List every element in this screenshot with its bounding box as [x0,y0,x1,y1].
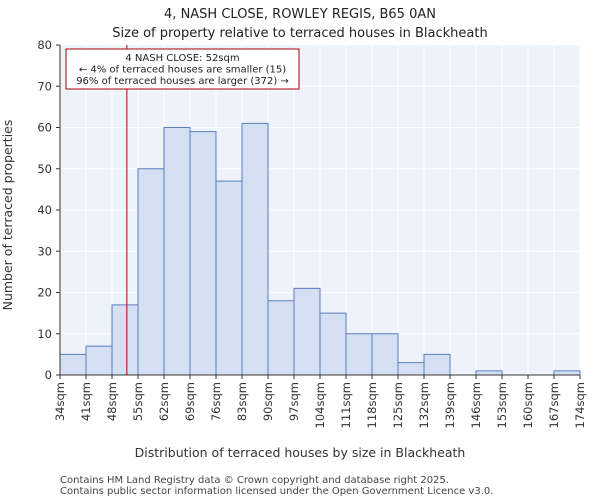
x-tick-label: 125sqm [391,382,405,428]
x-tick-label: 111sqm [339,382,353,428]
histogram-bar [293,287,321,376]
x-axis-label: Distribution of terraced houses by size … [135,445,466,460]
annotation-border [65,48,300,90]
y-tick-label: 80 [37,38,52,52]
histogram-bar [371,333,399,376]
annotation-box: 4 NASH CLOSE: 52sqm ← 4% of terraced hou… [65,48,300,90]
x-tick-label: 76sqm [209,382,223,421]
x-tick-label: 153sqm [495,382,509,428]
annotation-line-property: 4 NASH CLOSE: 52sqm [125,53,239,64]
y-tick-label: 60 [37,121,52,135]
histogram-bar [111,304,139,376]
chart-subtitle: Size of property relative to terraced ho… [112,26,487,41]
histogram-bar [59,353,87,376]
histogram-bar [189,131,217,376]
histogram-bar [137,168,165,376]
x-tick-label: 146sqm [469,382,483,428]
x-tick-label: 104sqm [313,382,327,428]
histogram-bar [215,180,243,376]
x-tick-label: 132sqm [417,382,431,428]
x-tick-label: 34sqm [53,382,67,421]
histogram-bar [345,333,373,376]
axes [56,44,581,379]
histogram-bar [319,312,347,376]
x-tick-label: 97sqm [287,382,301,421]
histogram-bar [241,122,269,376]
y-tick-label: 10 [37,327,52,341]
histogram-bar [475,370,503,376]
y-tick-label: 0 [45,368,52,382]
x-tick-label: 48sqm [105,382,119,421]
x-tick-label: 62sqm [157,382,171,421]
y-tick-label: 70 [37,79,52,93]
x-tick-label: 167sqm [547,382,561,428]
histogram-bar [163,127,191,376]
y-tick-label: 30 [37,244,52,258]
x-tick-label: 174sqm [573,382,587,428]
chart-title: 4, NASH CLOSE, ROWLEY REGIS, B65 0AN [164,7,436,22]
footer-line-1: Contains HM Land Registry data © Crown c… [60,475,449,486]
x-tick-label: 160sqm [521,382,535,428]
x-tick-label: 55sqm [131,382,145,421]
x-tick-label: 139sqm [443,382,457,428]
y-tick-label: 40 [37,203,52,217]
histogram-bar [397,362,425,376]
histogram-bar [267,300,295,376]
x-tick-label: 90sqm [261,382,275,421]
x-tick-label: 83sqm [235,382,249,421]
histogram-bar [423,353,451,376]
footer-line-2: Contains public sector information licen… [60,486,493,497]
x-tick-labels: 34sqm 41sqm 48sqm 55sqm 62sqm 69sqm 76sqm 83sqm… [53,382,587,428]
histogram-bar [85,345,113,376]
annotation-line-larger: 96% of terraced houses are larger (372) … [76,76,289,87]
y-tick-labels: 0 10 20 30 40 50 60 70 80 [37,38,52,382]
x-tick-label: 118sqm [365,382,379,428]
y-tick-label: 50 [37,162,52,176]
y-tick-label: 20 [37,286,52,300]
x-tick-label: 69sqm [183,382,197,421]
y-axis-label: Number of terraced properties [0,120,15,311]
histogram-bar [553,370,581,376]
x-tick-label: 41sqm [79,382,93,421]
annotation-line-smaller: ← 4% of terraced houses are smaller (15) [79,65,286,76]
bars [59,122,581,376]
